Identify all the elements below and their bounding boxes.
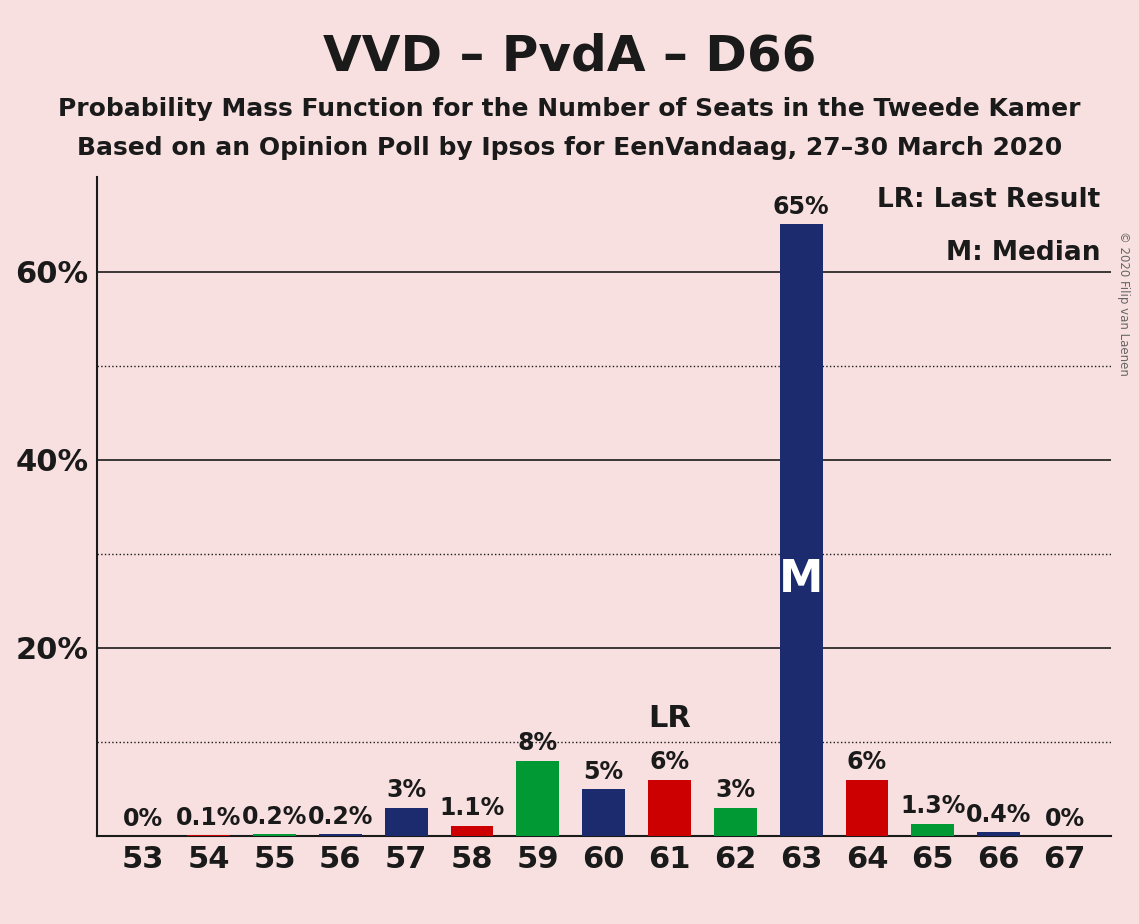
Bar bbox=[845, 780, 888, 836]
Text: 1.1%: 1.1% bbox=[440, 796, 505, 821]
Text: 0.2%: 0.2% bbox=[241, 805, 308, 829]
Text: M: M bbox=[779, 558, 823, 601]
Text: LR: LR bbox=[648, 704, 691, 733]
Bar bbox=[187, 835, 230, 836]
Text: 65%: 65% bbox=[773, 195, 829, 219]
Text: 0.2%: 0.2% bbox=[308, 805, 374, 829]
Text: 0.4%: 0.4% bbox=[966, 803, 1031, 827]
Text: 0%: 0% bbox=[1044, 807, 1084, 831]
Bar bbox=[253, 834, 296, 836]
Text: 6%: 6% bbox=[649, 750, 689, 774]
Text: Probability Mass Function for the Number of Seats in the Tweede Kamer: Probability Mass Function for the Number… bbox=[58, 97, 1081, 121]
Text: 1.3%: 1.3% bbox=[900, 795, 966, 819]
Bar bbox=[714, 808, 756, 836]
Text: 0%: 0% bbox=[123, 807, 163, 831]
Bar bbox=[319, 834, 362, 836]
Text: LR: Last Result: LR: Last Result bbox=[877, 188, 1100, 213]
Text: 8%: 8% bbox=[518, 731, 558, 755]
Bar bbox=[582, 789, 625, 836]
Text: © 2020 Filip van Laenen: © 2020 Filip van Laenen bbox=[1117, 231, 1130, 376]
Text: Based on an Opinion Poll by Ipsos for EenVandaag, 27–30 March 2020: Based on an Opinion Poll by Ipsos for Ee… bbox=[76, 136, 1063, 160]
Text: 0.1%: 0.1% bbox=[177, 806, 241, 830]
Bar bbox=[780, 225, 822, 836]
Text: M: Median: M: Median bbox=[945, 240, 1100, 266]
Bar bbox=[648, 780, 691, 836]
Bar bbox=[451, 826, 493, 836]
Text: 6%: 6% bbox=[847, 750, 887, 774]
Bar bbox=[516, 761, 559, 836]
Text: 5%: 5% bbox=[583, 760, 624, 784]
Bar bbox=[385, 808, 427, 836]
Bar bbox=[911, 824, 954, 836]
Text: 3%: 3% bbox=[715, 778, 755, 802]
Bar bbox=[977, 833, 1021, 836]
Text: VVD – PvdA – D66: VVD – PvdA – D66 bbox=[322, 32, 817, 80]
Text: 3%: 3% bbox=[386, 778, 426, 802]
